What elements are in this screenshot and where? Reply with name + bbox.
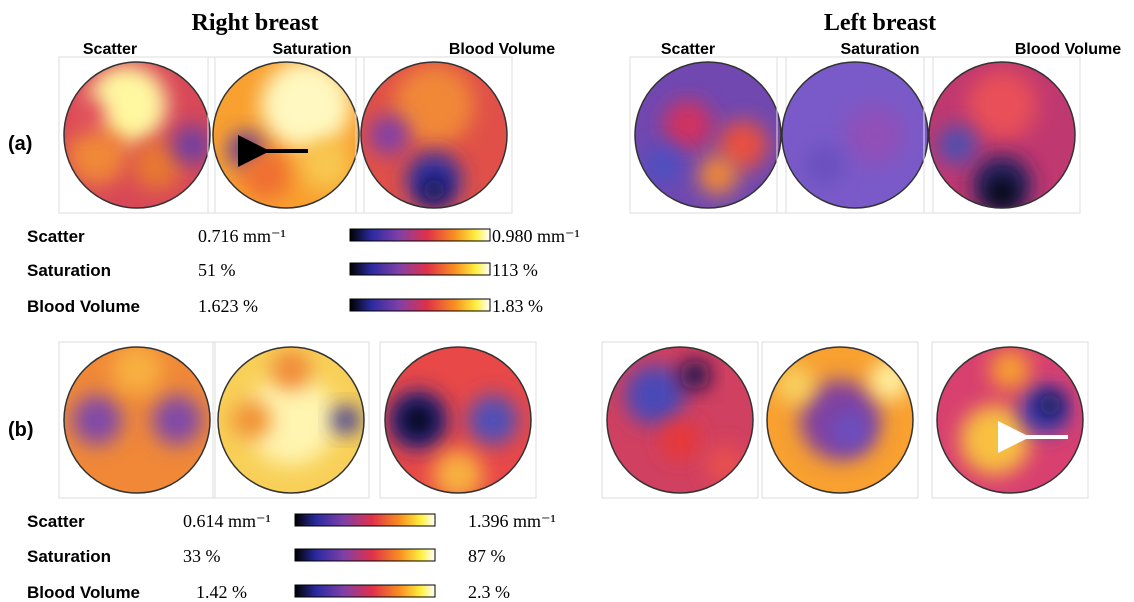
column-header: Saturation <box>272 41 351 58</box>
heatmap-blob <box>830 410 870 450</box>
heatmap-blob <box>988 179 1016 207</box>
heatmap-blob <box>468 395 518 445</box>
column-header: Blood Volume <box>1015 41 1121 58</box>
color-bar <box>350 229 490 241</box>
scale-name: Scatter <box>27 227 85 246</box>
scale-min: 51 % <box>198 260 236 280</box>
scale-max: 113 % <box>492 260 538 280</box>
heatmap-blob <box>660 420 700 460</box>
heatmap-blob <box>422 178 446 202</box>
heatmap-blob <box>775 365 815 405</box>
column-header: Scatter <box>83 41 137 58</box>
heatmap-blob <box>152 395 202 445</box>
color-bar <box>350 263 490 275</box>
heatmap-blob <box>261 60 351 150</box>
heatmap-blob <box>69 97 105 133</box>
heatmap-blob <box>663 100 713 150</box>
column-header: Scatter <box>661 41 715 58</box>
scale-max: 87 % <box>468 546 506 566</box>
color-bar <box>350 299 490 311</box>
scale-min: 1.42 % <box>196 582 247 602</box>
scale-min: 0.716 mm⁻¹ <box>198 226 286 246</box>
heatmap-blob <box>990 350 1030 390</box>
heatmap-blob <box>960 405 1030 475</box>
heatmap-blob <box>625 365 685 425</box>
heatmap-blob <box>845 105 905 165</box>
scale-min: 33 % <box>183 546 221 566</box>
heatmap-blob <box>680 360 710 390</box>
column-header: Blood Volume <box>449 41 555 58</box>
row-label: (b) <box>8 419 34 441</box>
heatmap-blob <box>231 400 271 440</box>
heatmap-blob <box>698 155 738 195</box>
scale-name: Blood Volume <box>27 297 140 316</box>
heatmap-blob <box>404 406 432 434</box>
scale-min: 1.623 % <box>198 296 258 316</box>
scale-name: Blood Volume <box>27 583 140 602</box>
scale-name: Saturation <box>27 547 111 566</box>
color-bar <box>295 549 435 561</box>
figure: Right breast Left breast Scatter Saturati… <box>0 0 1134 602</box>
heatmap-blob <box>332 406 360 434</box>
heatmap-blob <box>72 395 122 445</box>
heatmap-blob <box>937 125 977 165</box>
heatmap-image <box>929 62 1075 215</box>
heatmap-blob <box>301 140 351 190</box>
heatmap-blob <box>705 445 745 485</box>
color-bar <box>295 585 435 597</box>
scale-max: 1.396 mm⁻¹ <box>468 511 556 531</box>
heatmap-blob <box>1038 393 1062 417</box>
scale-max: 2.3 % <box>468 582 510 602</box>
scale-name: Saturation <box>27 261 111 280</box>
heatmap-blob <box>112 345 162 395</box>
color-bar <box>295 514 435 526</box>
heatmap-blob <box>967 70 1037 140</box>
scale-min: 0.614 mm⁻¹ <box>183 511 271 531</box>
column-header: Saturation <box>840 41 919 58</box>
heatmap-blob <box>805 145 845 185</box>
heatmap-blob <box>241 150 291 200</box>
heatmap-blob <box>271 350 311 390</box>
scale-max: 1.83 % <box>492 296 543 316</box>
panel-title: Left breast <box>824 10 936 36</box>
heatmap-image <box>385 347 531 500</box>
scale-name: Scatter <box>27 512 85 531</box>
scale-max: 0.980 mm⁻¹ <box>492 226 580 246</box>
panel-title: Right breast <box>192 10 319 36</box>
heatmap-blob <box>369 115 409 155</box>
row-label: (a) <box>8 133 32 155</box>
